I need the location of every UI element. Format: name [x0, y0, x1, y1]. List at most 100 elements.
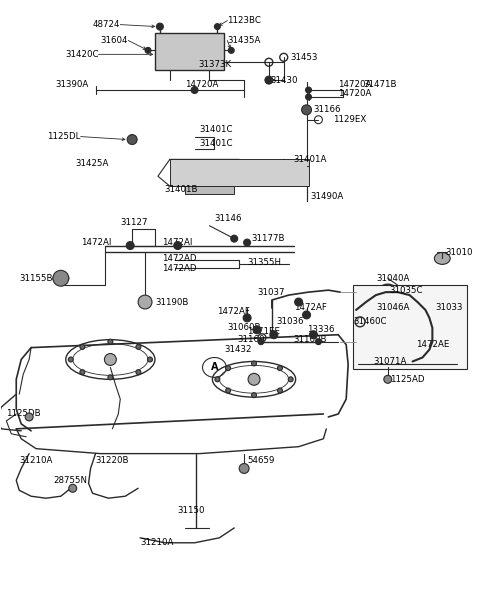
Text: 1472AF: 1472AF — [294, 304, 326, 312]
Circle shape — [258, 338, 264, 345]
Text: 54659: 54659 — [247, 456, 275, 465]
Text: 31040A: 31040A — [376, 274, 409, 283]
Text: 31401C: 31401C — [200, 139, 233, 148]
Text: 31390A: 31390A — [56, 79, 89, 89]
Text: 1123BC: 1123BC — [228, 16, 261, 25]
Bar — [353, 285, 467, 370]
Bar — [155, 32, 224, 70]
Circle shape — [277, 365, 282, 371]
Circle shape — [136, 370, 141, 375]
Text: 31373K: 31373K — [198, 60, 231, 69]
Text: 31033: 31033 — [435, 304, 463, 312]
Text: 31401C: 31401C — [200, 125, 233, 134]
Ellipse shape — [53, 273, 69, 284]
Text: 1125DL: 1125DL — [47, 132, 81, 141]
Text: 1129EX: 1129EX — [333, 115, 367, 124]
Circle shape — [270, 331, 278, 338]
Text: 31035C: 31035C — [390, 286, 423, 295]
Text: 1472AD: 1472AD — [162, 264, 196, 273]
Circle shape — [108, 339, 113, 344]
Text: 31210A: 31210A — [19, 456, 53, 465]
Text: 31604: 31604 — [101, 36, 128, 45]
Circle shape — [226, 388, 230, 393]
Circle shape — [252, 393, 256, 398]
Text: 31060B: 31060B — [228, 323, 261, 332]
Circle shape — [174, 241, 182, 249]
Text: 31177B: 31177B — [251, 234, 285, 243]
Text: 1125DB: 1125DB — [6, 409, 41, 419]
Text: 13336: 13336 — [307, 325, 334, 334]
Text: 31432: 31432 — [224, 345, 252, 354]
Text: 31453: 31453 — [291, 53, 318, 62]
Text: 31425A: 31425A — [76, 159, 109, 168]
Circle shape — [215, 24, 220, 29]
Text: 31401A: 31401A — [294, 155, 327, 164]
Text: 31127: 31127 — [120, 218, 148, 227]
Bar — [185, 186, 234, 194]
Text: 31190B: 31190B — [155, 298, 188, 307]
Circle shape — [248, 373, 260, 386]
Text: 31471B: 31471B — [363, 79, 396, 89]
Circle shape — [138, 295, 152, 309]
Text: 31160: 31160 — [237, 335, 264, 344]
Circle shape — [244, 239, 251, 246]
Text: 31155B: 31155B — [19, 274, 53, 283]
Circle shape — [306, 87, 312, 93]
Circle shape — [69, 485, 77, 492]
Circle shape — [25, 413, 33, 421]
Text: 31220B: 31220B — [96, 456, 129, 465]
Text: 1472AI: 1472AI — [162, 238, 192, 247]
Circle shape — [384, 375, 392, 383]
Circle shape — [301, 105, 312, 115]
Text: 31037: 31037 — [257, 288, 285, 296]
Text: 1472AE: 1472AE — [416, 340, 449, 349]
Circle shape — [215, 377, 220, 382]
Circle shape — [136, 345, 141, 349]
Circle shape — [253, 326, 261, 334]
Circle shape — [108, 375, 113, 380]
Text: 31460C: 31460C — [353, 317, 386, 326]
Text: 31401B: 31401B — [165, 185, 198, 194]
Text: 14720A: 14720A — [185, 79, 218, 89]
Ellipse shape — [378, 284, 398, 300]
Text: 28755N: 28755N — [53, 476, 87, 485]
Text: 1472AD: 1472AD — [162, 254, 196, 263]
Text: 31210A: 31210A — [140, 538, 173, 547]
Text: 48724: 48724 — [93, 20, 120, 29]
Ellipse shape — [420, 325, 444, 354]
Circle shape — [265, 76, 273, 84]
Text: 31150: 31150 — [178, 505, 205, 514]
Circle shape — [252, 361, 256, 366]
Text: A: A — [211, 362, 218, 373]
Text: 31010: 31010 — [445, 248, 473, 257]
Circle shape — [126, 241, 134, 249]
Circle shape — [147, 357, 153, 362]
Text: 14720A: 14720A — [338, 89, 372, 98]
Text: 31435A: 31435A — [228, 36, 261, 45]
Text: 31160B: 31160B — [294, 335, 327, 344]
Circle shape — [295, 298, 302, 306]
Circle shape — [243, 314, 251, 322]
Text: 31036: 31036 — [277, 317, 304, 326]
Text: 31166: 31166 — [313, 105, 341, 114]
Circle shape — [239, 464, 249, 474]
Circle shape — [68, 357, 73, 362]
Circle shape — [191, 87, 198, 93]
Ellipse shape — [434, 252, 450, 265]
Circle shape — [226, 365, 230, 371]
Text: 1472AI: 1472AI — [81, 238, 111, 247]
Text: 31146: 31146 — [215, 214, 242, 223]
Circle shape — [80, 370, 85, 375]
Text: 31490A: 31490A — [311, 191, 344, 200]
Circle shape — [145, 48, 151, 53]
Circle shape — [53, 270, 69, 286]
Text: 1472AF: 1472AF — [217, 307, 250, 316]
Circle shape — [288, 377, 293, 382]
Text: 31071A: 31071A — [373, 357, 406, 366]
Text: 1125AD: 1125AD — [390, 375, 424, 384]
Text: 14720A: 14720A — [338, 79, 372, 89]
Text: 1471EE: 1471EE — [247, 327, 280, 336]
Circle shape — [156, 23, 163, 30]
Circle shape — [310, 331, 317, 338]
Circle shape — [315, 338, 322, 345]
